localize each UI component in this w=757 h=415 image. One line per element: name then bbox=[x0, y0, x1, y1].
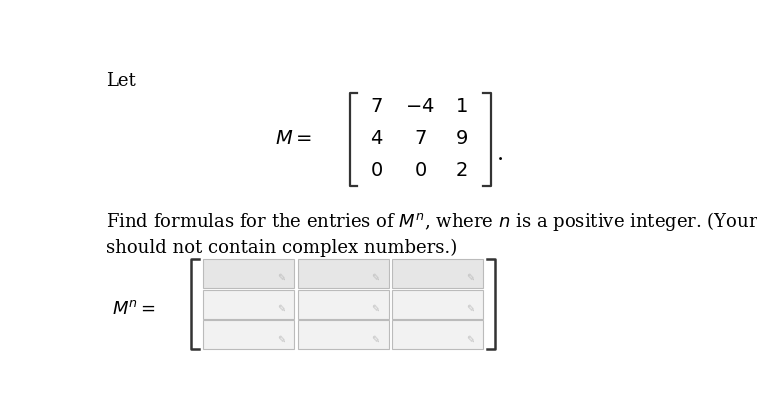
Text: Let: Let bbox=[106, 72, 136, 90]
Text: ✎: ✎ bbox=[466, 334, 474, 344]
Text: $2$: $2$ bbox=[455, 162, 468, 180]
Text: $0$: $0$ bbox=[369, 162, 383, 180]
FancyBboxPatch shape bbox=[392, 290, 483, 319]
FancyBboxPatch shape bbox=[298, 290, 388, 319]
Text: $1$: $1$ bbox=[455, 98, 468, 116]
Text: Find formulas for the entries of $M^n$, where $n$ is a positive integer. (Your f: Find formulas for the entries of $M^n$, … bbox=[106, 210, 757, 232]
Text: should not contain complex numbers.): should not contain complex numbers.) bbox=[106, 238, 458, 256]
Text: $0$: $0$ bbox=[414, 162, 427, 180]
Text: ✎: ✎ bbox=[466, 304, 474, 314]
Text: $4$: $4$ bbox=[369, 130, 383, 148]
Text: $7$: $7$ bbox=[370, 98, 382, 116]
Text: $7$: $7$ bbox=[414, 130, 427, 148]
Text: ✎: ✎ bbox=[372, 304, 380, 314]
Text: ✎: ✎ bbox=[277, 273, 285, 283]
FancyBboxPatch shape bbox=[392, 259, 483, 288]
Text: .: . bbox=[497, 143, 503, 165]
FancyBboxPatch shape bbox=[298, 259, 388, 288]
Text: ✎: ✎ bbox=[372, 273, 380, 283]
Text: $M^n =$: $M^n =$ bbox=[112, 300, 156, 317]
Text: ✎: ✎ bbox=[277, 304, 285, 314]
FancyBboxPatch shape bbox=[203, 259, 294, 288]
Text: ✎: ✎ bbox=[466, 273, 474, 283]
Text: $-4$: $-4$ bbox=[406, 98, 435, 116]
FancyBboxPatch shape bbox=[392, 320, 483, 349]
Text: ✎: ✎ bbox=[277, 334, 285, 344]
Text: $9$: $9$ bbox=[455, 130, 468, 148]
FancyBboxPatch shape bbox=[203, 290, 294, 319]
Text: ✎: ✎ bbox=[372, 334, 380, 344]
FancyBboxPatch shape bbox=[298, 320, 388, 349]
FancyBboxPatch shape bbox=[203, 320, 294, 349]
Text: $M =$: $M =$ bbox=[275, 130, 312, 148]
